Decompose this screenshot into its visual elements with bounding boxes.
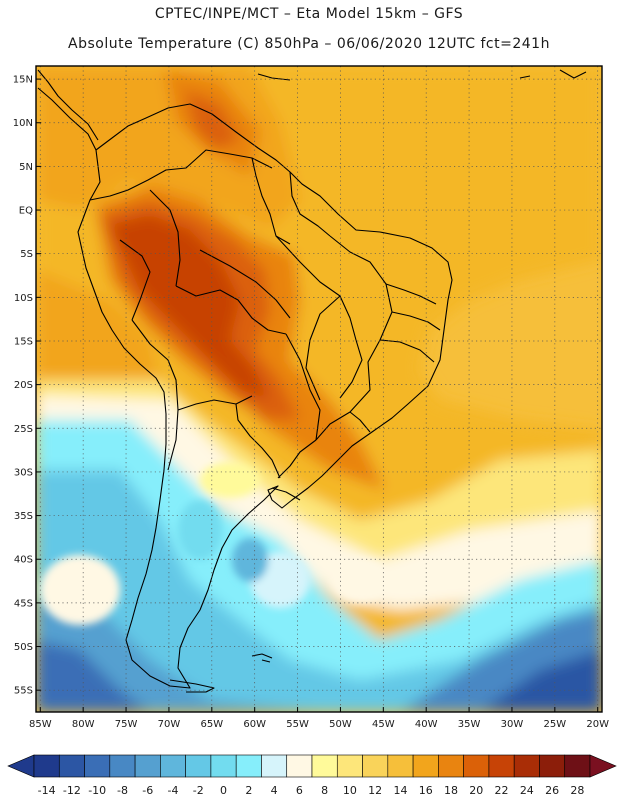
lon-label: 35W (458, 719, 481, 730)
lon-label: 25W (544, 719, 567, 730)
colorbar-label: 22 (495, 784, 509, 797)
colorbar-box (134, 754, 161, 778)
lat-label: 35S (14, 511, 33, 522)
lat-label: 40S (14, 555, 33, 566)
colorbar-box (564, 754, 591, 778)
colorbar-box (235, 754, 262, 778)
colorbar-box (160, 754, 186, 778)
lat-label: 55S (14, 686, 33, 697)
colorbar-under-arrow (7, 754, 35, 778)
colorbar-label: -2 (193, 784, 204, 797)
lat-label: 50S (14, 642, 33, 653)
colorbar-box (109, 754, 136, 778)
lat-label: 5S (20, 249, 33, 260)
colorbar-box (286, 754, 313, 778)
lon-label: 55W (286, 719, 309, 730)
lat-label: 15S (14, 336, 33, 347)
lon-label: 40W (415, 719, 438, 730)
colorbar-label: 14 (393, 784, 407, 797)
colorbar-box (438, 754, 464, 778)
lon-label: 70W (158, 719, 181, 730)
colorbar-label: -8 (117, 784, 128, 797)
colorbar-label: -14 (38, 784, 56, 797)
lon-label: 65W (200, 719, 223, 730)
lat-label: 15N (13, 75, 33, 86)
lon-label: 30W (501, 719, 524, 730)
lon-label: 75W (115, 719, 138, 730)
colorbar-label: 6 (296, 784, 303, 797)
lat-label: 5N (19, 162, 33, 173)
colorbar-label: 12 (368, 784, 382, 797)
colorbar-box (84, 754, 111, 778)
colorbar-label: 2 (245, 784, 252, 797)
colorbar-box (463, 754, 490, 778)
lat-label: EQ (19, 206, 33, 217)
latitude-labels: 15N 10N 5N EQ 5S 10S 15S 20S 25S 30S 35S 40S 45S 50S 5… (13, 75, 41, 697)
longitude-labels: 85W 80W 75W 70W 65W 60W 55W 50W 45W 40W 35W 30W 25W 2… (29, 707, 609, 730)
coastlines (37, 69, 587, 693)
colorbar-label: -10 (88, 784, 106, 797)
lat-label: 10N (13, 118, 33, 129)
lat-label: 20S (14, 380, 33, 391)
title-line-1: CPTEC/INPE/MCT – Eta Model 15km – GFS (154, 6, 464, 22)
lon-label: 50W (329, 719, 352, 730)
map-frame (35, 65, 603, 713)
lat-label: 45S (14, 598, 33, 609)
colorbar-box (412, 754, 439, 778)
colorbar-box (362, 754, 389, 778)
colorbar-box (210, 754, 237, 778)
colorbar-label: -4 (168, 784, 179, 797)
colorbar-label: 8 (321, 784, 328, 797)
lon-label: 20W (586, 719, 609, 730)
graticule (36, 66, 602, 712)
colorbar-box (336, 754, 363, 778)
colorbar-label: -6 (142, 784, 153, 797)
colorbar-box (58, 754, 85, 778)
lon-label: 80W (72, 719, 95, 730)
colorbar-box (513, 754, 540, 778)
title-line-2: Absolute Temperature (C) 850hPa – 06/06/… (68, 36, 550, 52)
colorbar (7, 754, 617, 778)
colorbar-label: 0 (220, 784, 227, 797)
lat-label: 10S (14, 293, 33, 304)
colorbar-box (311, 754, 338, 778)
lat-label: 25S (14, 424, 33, 435)
colorbar-label: 10 (343, 784, 357, 797)
colorbar-box (33, 754, 60, 778)
lon-label: 60W (243, 719, 266, 730)
colorbar-label: 18 (444, 784, 458, 797)
colorbar-label: 16 (419, 784, 433, 797)
colorbar-label: 4 (271, 784, 278, 797)
lon-label: 45W (372, 719, 395, 730)
colorbar-box (387, 754, 414, 778)
lon-label: 85W (29, 719, 52, 730)
colorbar-box (488, 754, 515, 778)
colorbar-box (539, 754, 566, 778)
lat-label: 30S (14, 467, 33, 478)
colorbar-label: 26 (545, 784, 559, 797)
colorbar-box (261, 754, 288, 778)
colorbar-label: -12 (63, 784, 81, 797)
temperature-field (36, 66, 602, 712)
colorbar-label: 28 (570, 784, 584, 797)
colorbar-label: 20 (469, 784, 483, 797)
colorbar-labels: -14 -12 -10 -8 -6 -4 -2 0 2 4 6 8 10 12 14 16 18 20 22 24 26… (38, 784, 585, 797)
colorbar-over-arrow (589, 754, 617, 778)
colorbar-box (185, 754, 212, 778)
colorbar-label: 24 (520, 784, 534, 797)
